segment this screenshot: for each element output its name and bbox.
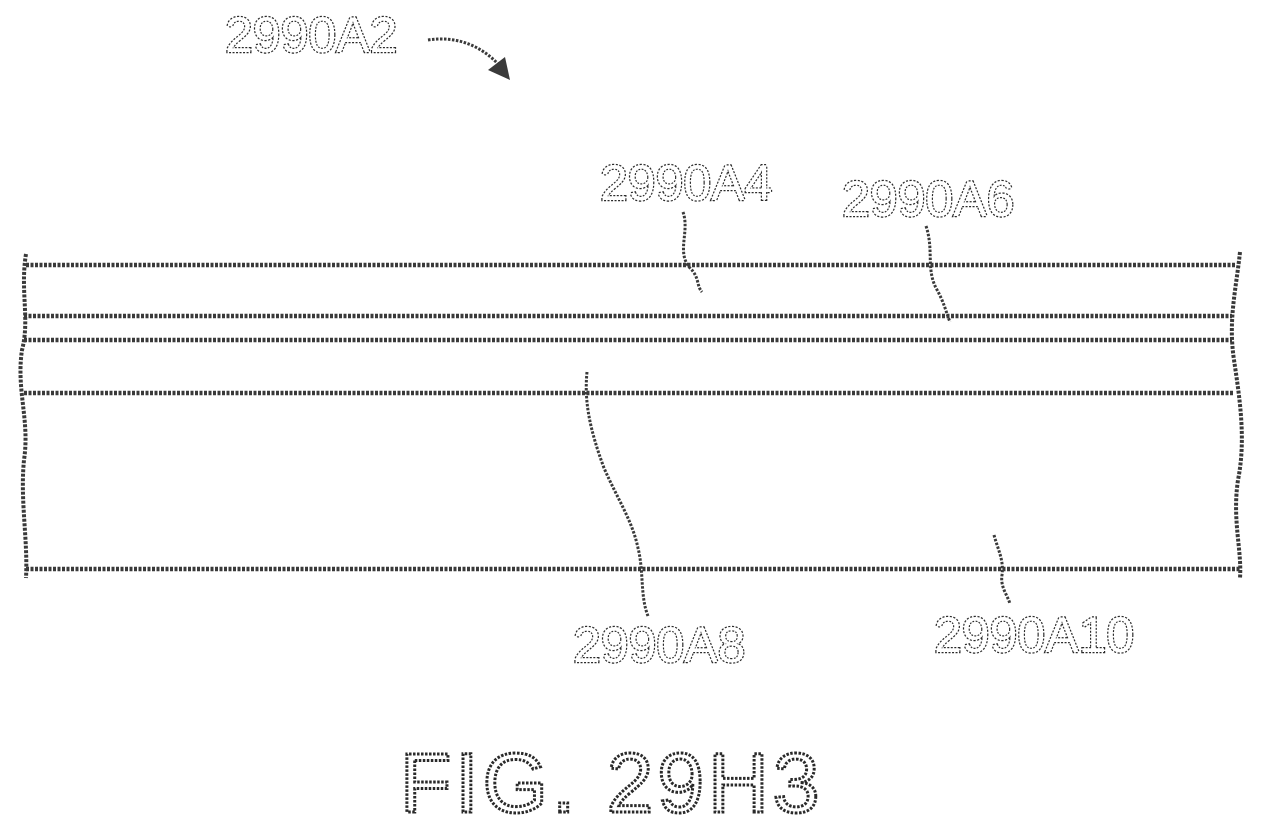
- leader-2990A6: [926, 226, 950, 322]
- label-2990A8: 2990A8: [573, 617, 745, 673]
- label-2990A4: 2990A4: [600, 155, 772, 211]
- assembly-arrow: [428, 39, 500, 66]
- left-break-edge: [20, 254, 26, 578]
- label-2990A6: 2990A6: [842, 171, 1014, 227]
- right-break-edge: [1232, 252, 1242, 578]
- label-2990A2: 2990A2: [225, 7, 397, 63]
- leader-2990A4: [683, 212, 702, 292]
- leader-2990A8: [586, 372, 648, 616]
- figure-caption: FIG. 29H3: [400, 736, 823, 827]
- label-2990A10: 2990A10: [934, 607, 1134, 663]
- assembly-arrowhead-icon: [488, 57, 510, 80]
